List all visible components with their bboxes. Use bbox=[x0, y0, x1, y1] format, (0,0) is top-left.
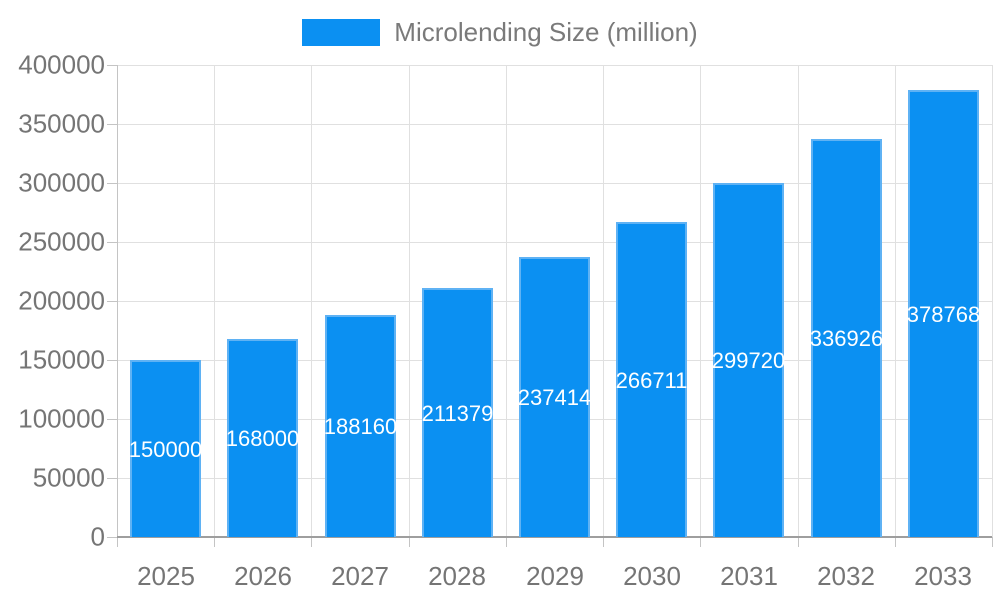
v-gridline bbox=[409, 65, 410, 537]
x-axis-tick bbox=[992, 537, 993, 547]
bar-value-label: 211379 bbox=[421, 400, 494, 426]
h-gridline bbox=[117, 183, 992, 184]
x-axis-tick bbox=[506, 537, 507, 547]
bar-value-label: 168000 bbox=[225, 426, 300, 451]
legend: Microlending Size (million) bbox=[0, 17, 1000, 47]
bar-value-label: 150000 bbox=[128, 436, 203, 462]
bar-value-label: 378768 bbox=[906, 301, 981, 327]
y-axis-tick bbox=[107, 301, 117, 302]
x-axis-tick bbox=[117, 537, 118, 547]
x-tick-label: 2031 bbox=[720, 561, 778, 591]
bar-value-label: 266711 bbox=[615, 367, 688, 393]
bar-value-label: 336926 bbox=[809, 326, 884, 351]
v-gridline bbox=[214, 65, 215, 537]
x-tick-label: 2025 bbox=[137, 561, 195, 591]
y-tick-label: 250000 bbox=[18, 226, 105, 257]
bar[interactable]: 188160 bbox=[323, 315, 398, 537]
h-gridline bbox=[117, 124, 992, 125]
x-tick-label: 2033 bbox=[914, 561, 972, 591]
bar[interactable]: 150000 bbox=[128, 360, 203, 537]
legend-label[interactable]: Microlending Size (million) bbox=[394, 16, 698, 47]
bar[interactable]: 299720 bbox=[711, 183, 786, 537]
bar[interactable]: 266711 bbox=[616, 222, 687, 537]
x-axis-tick bbox=[603, 537, 604, 547]
y-tick-label: 400000 bbox=[18, 49, 105, 80]
bar[interactable]: 211379 bbox=[422, 288, 493, 537]
y-tick-label: 350000 bbox=[18, 108, 105, 139]
x-tick-label: 2029 bbox=[526, 561, 584, 591]
y-tick-label: 200000 bbox=[18, 285, 105, 316]
v-gridline bbox=[311, 65, 312, 537]
y-tick-label: 100000 bbox=[18, 403, 105, 434]
h-gridline bbox=[117, 242, 992, 243]
x-tick-label: 2032 bbox=[817, 561, 875, 591]
v-gridline bbox=[603, 65, 604, 537]
x-axis-tick bbox=[214, 537, 215, 547]
y-axis-tick bbox=[107, 124, 117, 125]
x-axis-tick bbox=[895, 537, 896, 547]
y-tick-label: 300000 bbox=[18, 167, 105, 198]
y-axis-tick bbox=[107, 183, 117, 184]
y-tick-label: 50000 bbox=[32, 462, 105, 493]
bar-value-label: 299720 bbox=[711, 348, 786, 373]
y-axis-tick bbox=[107, 419, 117, 420]
y-axis-tick bbox=[107, 242, 117, 243]
x-tick-label: 2028 bbox=[428, 561, 486, 591]
y-axis-tick bbox=[107, 478, 117, 479]
h-gridline bbox=[117, 65, 992, 66]
x-axis-tick bbox=[798, 537, 799, 547]
y-tick-label: 0 bbox=[90, 521, 105, 552]
v-gridline bbox=[506, 65, 507, 537]
bar-value-label: 188160 bbox=[323, 414, 398, 439]
v-gridline bbox=[895, 65, 896, 537]
x-axis-tick bbox=[409, 537, 410, 547]
bar-value-label: 237414 bbox=[517, 385, 592, 410]
x-tick-label: 2030 bbox=[623, 561, 681, 591]
v-gridline bbox=[700, 65, 701, 537]
bar[interactable]: 237414 bbox=[517, 257, 592, 537]
bar[interactable]: 168000 bbox=[225, 339, 300, 537]
bar[interactable]: 336926 bbox=[809, 139, 884, 537]
y-axis-line bbox=[117, 65, 118, 537]
y-axis-tick bbox=[107, 360, 117, 361]
bar[interactable]: 378768 bbox=[906, 90, 981, 537]
x-axis-tick bbox=[700, 537, 701, 547]
y-axis-tick bbox=[107, 537, 117, 538]
v-gridline bbox=[992, 65, 993, 537]
x-axis-line bbox=[117, 536, 992, 538]
legend-swatch-icon[interactable] bbox=[302, 18, 381, 46]
y-axis-tick bbox=[107, 65, 117, 66]
x-axis-tick bbox=[311, 537, 312, 547]
y-tick-label: 150000 bbox=[18, 344, 105, 375]
x-tick-label: 2026 bbox=[234, 561, 292, 591]
v-gridline bbox=[798, 65, 799, 537]
x-tick-label: 2027 bbox=[331, 561, 389, 591]
